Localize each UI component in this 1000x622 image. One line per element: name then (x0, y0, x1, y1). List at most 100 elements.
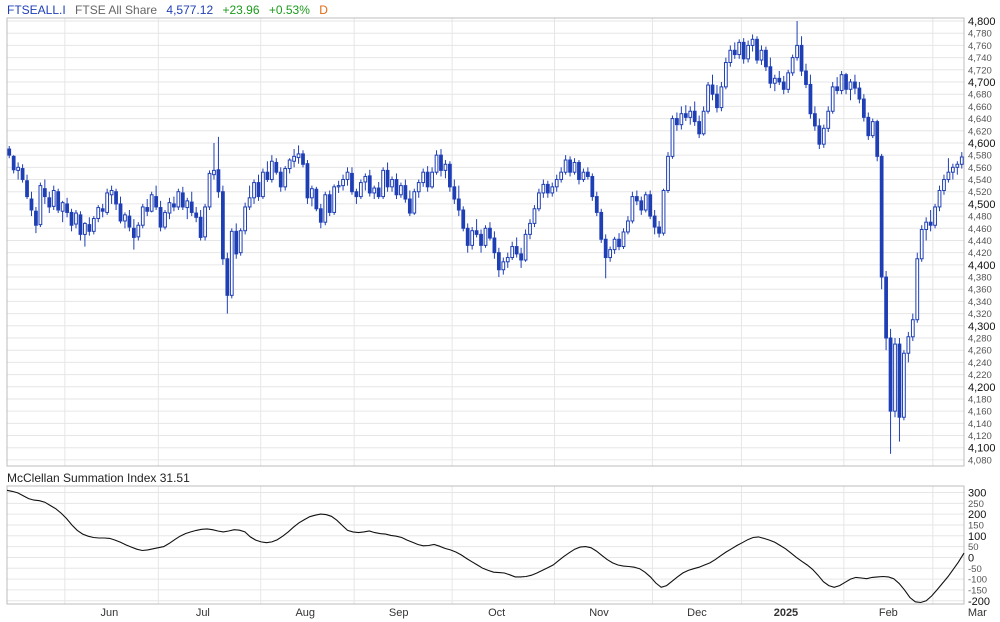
price-y-tick-label: 4,600 (968, 138, 996, 150)
candle (630, 191, 635, 224)
candle-body (287, 159, 292, 170)
candle (701, 106, 706, 136)
candle (456, 185, 461, 217)
candle-body (902, 352, 906, 418)
candle (145, 199, 150, 217)
candle (283, 166, 288, 191)
candle-body (701, 110, 706, 135)
candle-body (510, 246, 515, 259)
candle-body (514, 246, 519, 255)
candle (38, 182, 43, 228)
candle (403, 179, 408, 203)
price-y-tick-label: 4,100 (968, 443, 996, 455)
candle (114, 188, 118, 210)
instrument-name: FTSE All Share (75, 3, 158, 17)
candle (946, 158, 951, 183)
candle (550, 182, 555, 197)
candle (465, 223, 470, 253)
candle (69, 208, 74, 232)
last-price: 4,577.12 (166, 3, 214, 17)
candle-body (835, 86, 840, 92)
price-y-tick-label: 4,400 (968, 260, 996, 272)
candle (439, 149, 443, 177)
candle (203, 203, 207, 241)
candle-body (786, 72, 791, 90)
candle-body (74, 212, 78, 225)
candle (83, 222, 87, 247)
candle-body (639, 200, 644, 211)
candle (381, 167, 386, 200)
candle (78, 211, 83, 241)
candle (893, 338, 897, 418)
candle (572, 158, 577, 175)
candle (269, 155, 274, 183)
candle (906, 331, 911, 363)
candle-body (407, 198, 412, 214)
ticker-symbol[interactable]: FTSEALL.I (7, 3, 66, 17)
candle (140, 203, 145, 229)
candle-body (572, 161, 577, 173)
candle-body (105, 192, 110, 213)
candle (813, 106, 817, 131)
candle-body (448, 163, 452, 188)
candle-body (764, 49, 768, 68)
candle (60, 200, 65, 223)
candle-body (261, 171, 265, 198)
candle (732, 42, 737, 59)
candle (483, 225, 488, 248)
candle (29, 191, 34, 217)
candle (706, 82, 710, 114)
candle-body (421, 171, 426, 184)
candle (16, 162, 21, 180)
candle-body (341, 179, 345, 187)
candle (519, 247, 523, 268)
candle (287, 158, 292, 174)
price-change: +23.96 (222, 3, 260, 17)
chart-header: FTSEALL.I FTSE All Share 4,577.12 +23.96… (7, 2, 334, 18)
candle-body (955, 163, 960, 168)
period-indicator[interactable]: D (319, 3, 328, 17)
candle (594, 191, 599, 217)
indicator-y-tick-label-minor: 150 (968, 520, 984, 531)
candle (603, 234, 608, 279)
price-y-tick-label-minor: 4,440 (968, 236, 992, 247)
candle (563, 155, 568, 175)
candle (399, 182, 403, 198)
candle (327, 190, 332, 217)
candle (496, 247, 501, 278)
candle-body (314, 188, 319, 210)
candle-body (585, 171, 590, 177)
candle-body (853, 81, 857, 89)
candle (25, 174, 29, 200)
candle-body (523, 233, 528, 261)
candle (341, 174, 345, 191)
candle-body (857, 87, 862, 100)
candle-body (198, 216, 203, 238)
price-panel-grid (7, 18, 964, 466)
candle-body (821, 127, 826, 145)
candle (265, 161, 270, 182)
candle-body (439, 154, 443, 171)
date-x-axis: JunJulAugSepOctNovDec2025FebMarApr (101, 607, 988, 619)
candle (470, 227, 475, 250)
candle-body (599, 211, 604, 240)
candle (167, 197, 172, 220)
candle (514, 237, 519, 258)
candle (47, 191, 52, 214)
candle-body (114, 191, 118, 205)
candle (461, 206, 466, 232)
candle-body (737, 41, 742, 56)
candle-body (715, 93, 719, 109)
candle (612, 236, 617, 254)
candle-body (140, 206, 145, 226)
candle-body (612, 238, 617, 251)
candle-body (350, 172, 354, 193)
indicator-label: McClellan Summation Index 31.51 (7, 471, 190, 485)
candle-body (127, 215, 132, 228)
candle-body (123, 214, 127, 222)
candle-body (554, 179, 559, 188)
candle-body (568, 159, 572, 173)
candle-body (906, 336, 911, 354)
candle (194, 206, 199, 223)
